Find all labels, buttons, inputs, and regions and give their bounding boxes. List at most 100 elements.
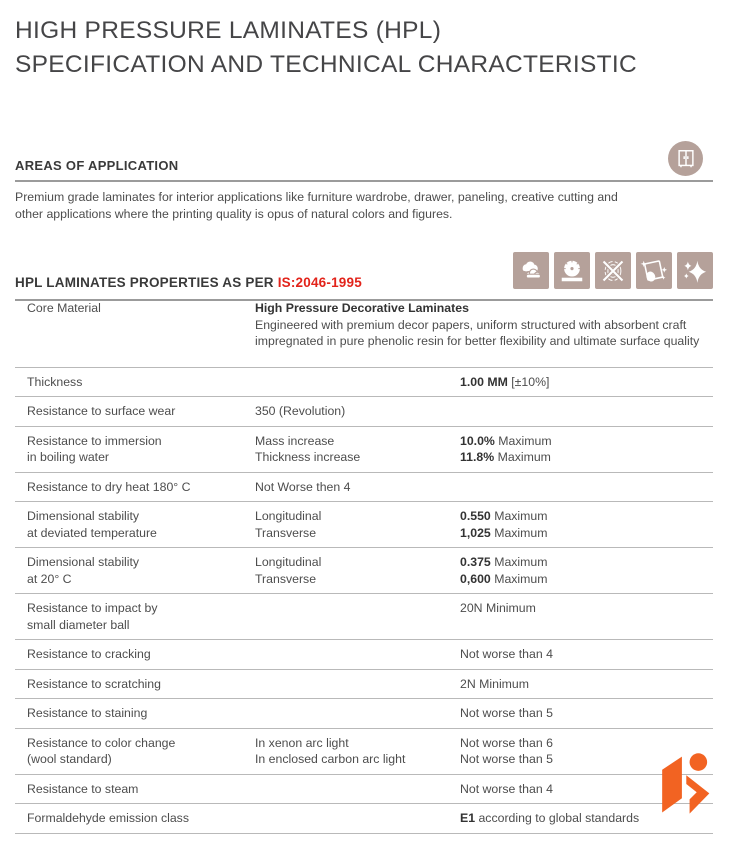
table-cell-c2: In xenon arc light In enclosed carbon arc… [255, 735, 460, 768]
table-cell-c2: 350 (Revolution) [255, 403, 713, 420]
table-cell-c2 [255, 810, 460, 827]
table-cell-line: small diameter ball [27, 617, 130, 632]
table-cell-c1: Resistance to surface wear [15, 403, 255, 420]
table-cell-line: impregnated in pure phenolic resin for b… [255, 334, 700, 348]
table-cell-c3: Not worse than 5 [460, 705, 713, 722]
table-cell-c3: 20N Minimum [460, 600, 713, 633]
table-cell-c1: Resistance to scratching [15, 676, 255, 693]
table-cell-line: 2N Minimum [460, 676, 530, 691]
table-row: Resistance to impact by small diameter ba… [15, 594, 713, 640]
table-cell-line: 0.375 Maximum [460, 555, 548, 569]
sparkle-icon [677, 252, 713, 289]
table-cell-c2: High Pressure Decorative Laminates Engine… [255, 300, 713, 350]
table-cell-line: in boiling water [27, 450, 110, 464]
table-cell-line: Resistance to immersion [27, 433, 162, 448]
table-cell-c3: Not worse than 4 [460, 781, 713, 798]
areas-body-text: Premium grade laminates for interior app… [15, 190, 618, 221]
areas-divider [15, 180, 713, 182]
table-cell-c1: Dimensional stability at deviated tempera… [15, 508, 255, 541]
table-cell-line: 10.0% Maximum [460, 433, 552, 448]
wardrobe-icon [668, 141, 703, 176]
table-cell-c2: Longitudinal Transverse [255, 508, 460, 541]
table-cell-line: Not worse than 4 [460, 781, 553, 796]
table-row: Resistance to steam Not worse than 4 [15, 775, 713, 804]
table-cell-c1: Resistance to dry heat 180° C [15, 479, 255, 496]
areas-heading: AREAS OF APPLICATION [15, 158, 179, 173]
areas-of-application-section: AREAS OF APPLICATION Premium grade lamin… [15, 141, 713, 223]
table-cell-line: 11.8% Maximum [460, 450, 551, 464]
table-cell-line: In xenon arc light [255, 735, 349, 750]
wipe-clean-icon [636, 252, 672, 289]
table-cell-line: Not worse than 6 [460, 735, 553, 750]
table-cell-line: Resistance to steam [27, 781, 139, 796]
page-title: HIGH PRESSURE LAMINATES (HPL) SPECIFICAT… [15, 14, 637, 82]
table-cell-c1: Resistance to immersion in boiling water [15, 433, 255, 466]
table-cell-line: Not worse than 5 [460, 752, 553, 766]
table-cell-line: Resistance to cracking [27, 647, 151, 661]
table-cell-line: Mass increase [255, 433, 335, 448]
table-row: Resistance to dry heat 180° C Not Worse t… [15, 473, 713, 502]
table-cell-line: 1.00 MM [±10%] [460, 374, 550, 389]
table-cell-line: 0,600 Maximum [460, 571, 548, 586]
table-cell-line: High Pressure Decorative Laminates [255, 301, 469, 315]
table-cell-line: Longitudinal [255, 509, 322, 523]
table-cell-c3: 0.550 Maximum 1,025 Maximum [460, 508, 713, 541]
circular-saw-icon [554, 252, 590, 289]
table-row: Dimensional stability at 20° C Longitudina… [15, 548, 713, 594]
table-cell-line: at 20° C [27, 571, 72, 586]
table-row: Resistance to immersion in boiling water M… [15, 427, 713, 473]
feature-icons-row [513, 252, 713, 289]
properties-heading: HPL LAMINATES PROPERTIES AS PER IS:2046-… [15, 275, 362, 290]
table-cell-line: 0.550 Maximum [460, 509, 548, 523]
table-cell-c1: Dimensional stability at 20° C [15, 554, 255, 587]
brand-logo-icon [650, 750, 716, 818]
table-cell-line: Not worse than 5 [460, 706, 553, 720]
table-cell-c1: Resistance to staining [15, 705, 255, 722]
table-cell-line: Resistance to scratching [27, 676, 161, 691]
table-cell-line: Transverse [255, 571, 317, 586]
no-fingerprint-icon [595, 252, 631, 289]
clouds-icon [513, 252, 549, 289]
table-cell-c2 [255, 646, 460, 663]
table-cell-c2: Mass increase Thickness increase [255, 433, 460, 466]
standard-reference: IS:2046-1995 [277, 275, 362, 290]
table-cell-c1: Core Material [15, 300, 255, 350]
table-cell-c1: Resistance to cracking [15, 646, 255, 663]
table-row: Resistance to surface wear 350 (Revolutio… [15, 397, 713, 427]
table-cell-line: (wool standard) [27, 752, 112, 766]
table-cell-c2 [255, 374, 460, 391]
table-row: Resistance to staining Not worse than 5 [15, 699, 713, 729]
table-cell-line: E1 according to global standards [460, 811, 640, 825]
table-cell-c2: Longitudinal Transverse [255, 554, 460, 587]
table-cell-c2 [255, 705, 460, 722]
table-cell-line: Longitudinal [255, 555, 322, 569]
table-cell-c2 [255, 600, 460, 633]
table-cell-c3: E1 according to global standards [460, 810, 713, 827]
table-cell-c3: Not worse than 4 [460, 646, 713, 663]
table-cell-c3: 1.00 MM [±10%] [460, 374, 713, 391]
table-cell-c3: Not worse than 6 Not worse than 5 [460, 735, 713, 768]
table-cell-line: Resistance to surface wear [27, 404, 176, 418]
table-cell-c3: 0.375 Maximum 0,600 Maximum [460, 554, 713, 587]
table-cell-line: Thickness increase [255, 450, 361, 464]
table-row: Formaldehyde emission class E1 according … [15, 804, 713, 834]
table-cell-line: Resistance to impact by [27, 601, 158, 615]
table-cell-c2: Not Worse then 4 [255, 479, 713, 496]
table-row: Dimensional stability at deviated tempera… [15, 502, 713, 548]
table-cell-line: Dimensional stability [27, 555, 140, 569]
page-title-line2: SPECIFICATION AND TECHNICAL CHARACTERIST… [15, 51, 638, 78]
properties-heading-text: HPL LAMINATES PROPERTIES AS PER [15, 275, 278, 290]
table-cell-line: Engineered with premium decor papers, un… [255, 317, 687, 332]
table-cell-line: Resistance to color change [27, 735, 176, 750]
table-cell-line: at deviated temperature [27, 525, 157, 540]
table-cell-line: Resistance to dry heat 180° C [27, 479, 191, 494]
properties-table: Core Material High Pressure Decorative La… [15, 294, 713, 834]
table-cell-line: 1,025 Maximum [460, 525, 548, 540]
table-cell-line: Transverse [255, 525, 317, 540]
table-cell-line: 350 (Revolution) [255, 404, 346, 418]
table-cell-line: Not Worse then 4 [255, 479, 351, 494]
table-cell-line: Not worse than 4 [460, 647, 553, 661]
table-cell-line: Dimensional stability [27, 509, 140, 523]
properties-divider [15, 299, 713, 301]
